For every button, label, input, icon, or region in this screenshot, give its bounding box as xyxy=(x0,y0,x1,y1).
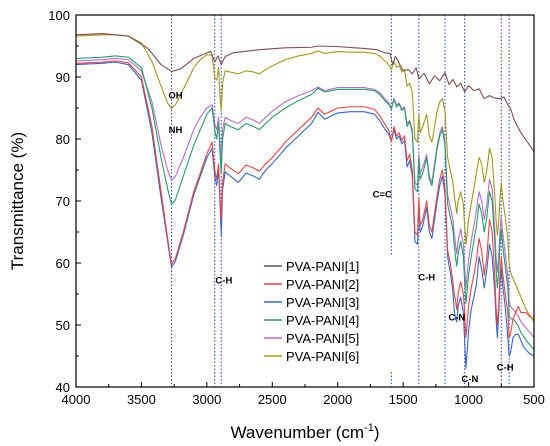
x-tick-label: 2500 xyxy=(258,392,287,407)
y-tick-label: 60 xyxy=(56,256,70,271)
legend-label: PVA-PANI[6] xyxy=(286,349,359,364)
x-tick-label: 4000 xyxy=(62,392,91,407)
y-tick-label: 40 xyxy=(56,380,70,395)
y-tick-label: 90 xyxy=(56,70,70,85)
legend: PVA-PANI[1] PVA-PANI[2] PVA-PANI[3] PVA-PAN… xyxy=(260,255,394,371)
x-tick-label: 1000 xyxy=(454,392,483,407)
x-axis-title: Wavenumber (cm-1) xyxy=(231,422,380,442)
series-line xyxy=(76,60,534,338)
legend-background xyxy=(260,255,394,371)
legend-label: PVA-PANI[4] xyxy=(286,313,359,328)
legend-label: PVA-PANI[5] xyxy=(286,331,359,346)
peak-annotation: C-H xyxy=(497,362,514,373)
peak-annotation: C=C xyxy=(373,189,392,200)
x-tick-label: 3500 xyxy=(127,392,156,407)
series-line xyxy=(76,55,534,351)
peak-annotation: C-N xyxy=(461,374,478,385)
y-axis-title: Transmittance (%) xyxy=(8,132,27,270)
legend-label: PVA-PANI[3] xyxy=(286,295,359,310)
legend-label: PVA-PANI[2] xyxy=(286,277,359,292)
x-tick-label: 3000 xyxy=(192,392,221,407)
annotations: OH NH C-H C=C C-H C-N C-N C-H xyxy=(168,91,513,385)
x-axis-ticks: 4000 3500 3000 2500 2000 1500 1000 500 xyxy=(62,382,545,407)
y-tick-label: 50 xyxy=(56,318,70,333)
legend-label: PVA-PANI[1] xyxy=(286,259,359,274)
x-tick-label: 1500 xyxy=(389,392,418,407)
peak-annotation: C-H xyxy=(418,272,435,283)
peak-annotation: C-H xyxy=(215,275,232,286)
y-tick-label: 70 xyxy=(56,194,70,209)
series-line xyxy=(76,34,534,323)
peak-annotation: OH xyxy=(168,91,182,102)
x-tick-label: 2000 xyxy=(323,392,352,407)
x-tick-label: 500 xyxy=(523,392,545,407)
peak-annotation: C-N xyxy=(448,313,465,324)
series-line xyxy=(76,33,534,152)
y-axis-ticks: 40 50 60 70 80 90 100 xyxy=(48,8,81,395)
y-tick-label: 80 xyxy=(56,132,70,147)
peak-annotation: NH xyxy=(169,125,183,136)
y-tick-label: 100 xyxy=(48,8,70,23)
series-group xyxy=(76,33,534,369)
